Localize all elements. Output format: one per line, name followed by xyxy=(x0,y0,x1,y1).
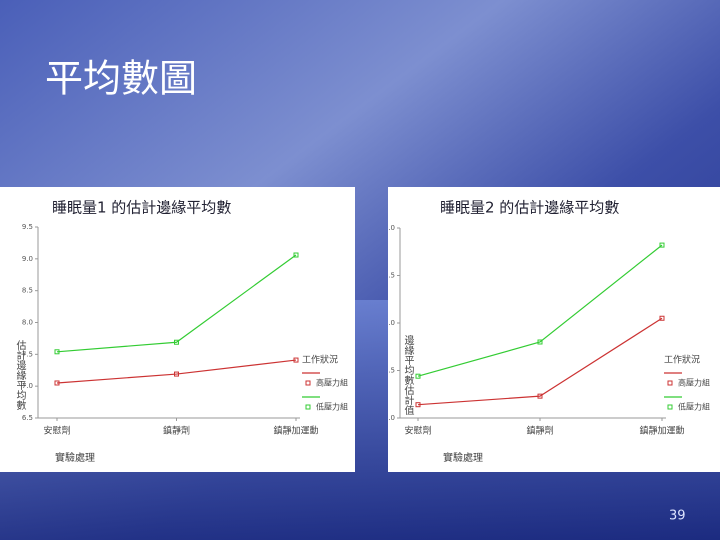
x-tick-label: 安慰劑 xyxy=(43,425,70,437)
legend-marker xyxy=(667,404,673,410)
legend-marker xyxy=(305,404,311,410)
y-tick-label: 6.5 xyxy=(22,414,33,422)
point-marker xyxy=(174,339,179,345)
chart: 睡眠量2 的估計邊緣平均數 7.0 7.5 8.0 8.5 9.0 安慰劑 鎮靜劑 鎮靜加運動實… xyxy=(384,187,720,472)
point-marker xyxy=(659,315,665,321)
legend-marker xyxy=(305,380,311,386)
y-axis-label: 邊緣平均數估計值 xyxy=(402,334,414,416)
chart-panel xyxy=(388,187,720,472)
chart: 睡眠量1 的估計邊緣平均數 6.5 7.0 7.5 8.0 8.5 9.0 9.5 安慰劑 鎮靜劑… xyxy=(0,187,355,472)
point-marker xyxy=(174,371,179,377)
x-tick-label: 鎮靜加運動 xyxy=(639,425,684,437)
x-axis-label: 實驗處理 xyxy=(443,451,483,464)
point-marker xyxy=(415,402,421,408)
chart-area: 睡眠量2 的估計邊緣平均數 7.0 7.5 8.0 8.5 9.0 安慰劑 鎮靜劑 鎮靜加運動實… xyxy=(384,199,710,465)
chart-panel xyxy=(0,187,355,472)
charts: 睡眠量1 的估計邊緣平均數 6.5 7.0 7.5 8.0 8.5 9.0 9.5 安慰劑 鎮靜劑… xyxy=(0,187,720,472)
y-tick-label: 8.5 xyxy=(384,272,395,280)
series-line xyxy=(56,359,297,384)
point-marker xyxy=(415,373,421,379)
legend-label: 高壓力組 xyxy=(316,378,348,388)
x-axis-label: 實驗處理 xyxy=(55,451,95,464)
legend-title: 工作狀況 xyxy=(302,354,338,366)
chart-title: 睡眠量2 的估計邊緣平均數 xyxy=(440,199,619,217)
point-marker xyxy=(659,242,665,248)
y-tick-label: 7.0 xyxy=(22,382,33,390)
chart-content: 睡眠量2 的估計邊緣平均數 7.0 7.5 8.0 8.5 9.0 安慰劑 鎮靜劑 鎮靜加運動實… xyxy=(384,199,710,465)
legend-label: 低壓力組 xyxy=(316,402,348,412)
legend-label: 高壓力組 xyxy=(678,378,710,388)
point-marker xyxy=(293,252,299,258)
y-tick-label: 8.5 xyxy=(22,287,33,295)
y-axis-label: 估計邊緣平均數 xyxy=(14,339,26,411)
y-tick-label: 8.0 xyxy=(22,319,33,327)
y-tick-label: 7.5 xyxy=(22,350,33,358)
series-line xyxy=(417,317,663,406)
point-marker xyxy=(293,357,299,363)
x-tick-label: 安慰劑 xyxy=(404,425,431,437)
chart-title: 睡眠量1 的估計邊緣平均數 xyxy=(52,199,231,217)
y-tick-label: 9.5 xyxy=(22,223,33,231)
x-tick-label: 鎮靜加運動 xyxy=(273,425,318,437)
y-tick-label: 7.0 xyxy=(384,414,395,422)
y-tick-label: 7.5 xyxy=(384,367,395,375)
legend-label: 低壓力組 xyxy=(678,402,710,412)
point-marker xyxy=(537,393,543,399)
y-tick-label: 9.0 xyxy=(384,224,395,232)
page-number: 39 xyxy=(669,509,686,524)
chart-area: 睡眠量1 的估計邊緣平均數 6.5 7.0 7.5 8.0 8.5 9.0 9.5 安慰劑 鎮靜劑… xyxy=(14,199,348,465)
series-line xyxy=(417,244,663,377)
chart-content: 睡眠量1 的估計邊緣平均數 6.5 7.0 7.5 8.0 8.5 9.0 9.5 安慰劑 鎮靜劑… xyxy=(14,199,348,465)
y-tick-label: 9.0 xyxy=(22,255,33,263)
x-tick-label: 鎮靜劑 xyxy=(163,425,190,437)
point-marker xyxy=(54,349,60,355)
y-tick-label: 8.0 xyxy=(384,319,395,327)
legend-marker xyxy=(667,380,673,386)
slide-title: 平均數圖 xyxy=(45,57,197,101)
series-line xyxy=(56,254,297,353)
x-tick-label: 鎮靜劑 xyxy=(526,425,553,437)
legend-title: 工作狀況 xyxy=(664,354,700,366)
point-marker xyxy=(537,339,543,345)
point-marker xyxy=(54,380,60,386)
